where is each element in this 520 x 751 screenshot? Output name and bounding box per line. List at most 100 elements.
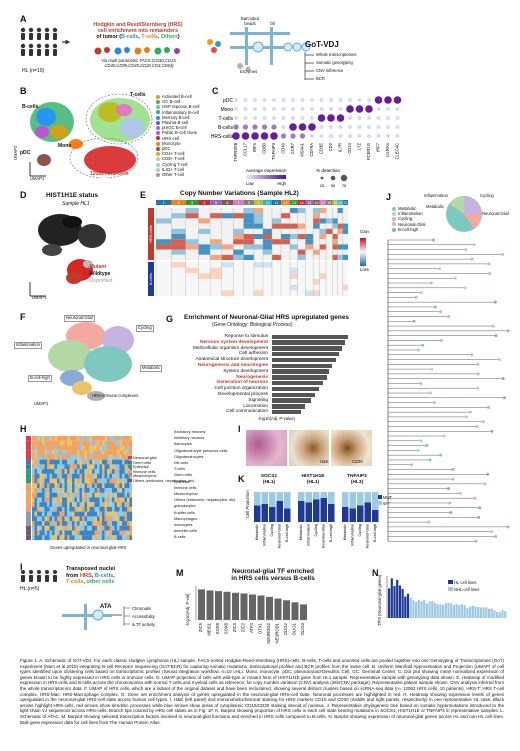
heatmap-cell [84, 488, 88, 493]
cell-line-bar [504, 611, 507, 618]
pie-label-metabolic: Metabolic [426, 204, 444, 209]
heatmap-cell [64, 488, 68, 493]
heatmap-cell [74, 440, 78, 446]
heatmap-cell [57, 506, 60, 512]
heatmap-cell [102, 483, 105, 489]
mut-bar [284, 508, 291, 522]
dotplot-dot [338, 134, 343, 138]
heatmap-cell [52, 450, 55, 456]
heatmap-cell [44, 502, 48, 508]
heatmap-cell [42, 459, 45, 465]
heatmap-cell [42, 445, 45, 451]
heatmap-cell [102, 516, 105, 522]
cnv-cell [332, 223, 338, 229]
cnv-cell [319, 239, 327, 245]
heatmap-cell [34, 469, 38, 474]
pct-detection-dot [320, 176, 324, 180]
heatmap-cell [97, 454, 100, 460]
cell-line-bar [439, 604, 442, 618]
go-term-row: Cell junction organization [172, 386, 372, 392]
cnv-cell [262, 284, 272, 291]
heatmap-cell [47, 436, 50, 441]
heatmap-cell [104, 488, 108, 493]
heatmap-row-label: Astrocytes [174, 442, 192, 447]
cnv-cell [313, 208, 320, 214]
cnv-cell [305, 284, 314, 291]
heatmap-cell [37, 469, 40, 474]
he-image [246, 430, 287, 466]
heatmap-cell [87, 459, 90, 465]
heatmap-legend: Neuronal-glial Germ cells Epithelial Immune… [128, 456, 194, 484]
heatmap-cell [74, 521, 78, 526]
cnv-cell [305, 218, 314, 224]
go-term-row: Neurogenesis [172, 375, 372, 381]
heatmap-cell [74, 497, 78, 503]
heatmap-cell [32, 473, 35, 479]
state-cycling: Cycling [136, 325, 154, 332]
go-term-bar [272, 392, 315, 398]
heatmap-cell [52, 530, 55, 536]
heatmap-cell [89, 440, 93, 446]
heatmap-cell [94, 454, 98, 460]
cnv-cell [313, 228, 320, 234]
chromosome-label: 8 [248, 201, 250, 205]
atac-title: Transposed nuclei from HRS, B-cells, T-c… [66, 566, 115, 586]
dotplot-dot [281, 125, 286, 129]
heatmap-cell [112, 440, 115, 446]
heatmap-cell [59, 521, 63, 526]
mut-bar [305, 502, 312, 522]
heatmap-cell [84, 478, 88, 484]
dotplot-dot [357, 125, 362, 129]
dotplot-dot [261, 124, 268, 130]
heatmap-cell [52, 492, 55, 498]
legend-label: Inflammatory B-cell [162, 109, 199, 115]
cnv-cell [337, 239, 343, 245]
heatmap-cell [32, 440, 35, 446]
heatmap-cell [122, 506, 125, 512]
dotplot-dot [348, 134, 352, 138]
heatmap-cell [47, 525, 50, 531]
chromosome-label: 16 [314, 201, 318, 205]
heatmap-cell [127, 488, 130, 493]
heatmap-cell [47, 530, 50, 536]
histology-images [246, 430, 373, 466]
heatmap-cell [102, 497, 105, 503]
heatmap-cell [37, 511, 40, 517]
legend-label: preGC B-cell [162, 125, 187, 131]
cnv-cell [262, 279, 272, 285]
cnv-cell [210, 254, 222, 260]
tree-tip [483, 482, 487, 486]
heatmap-cell [59, 478, 63, 484]
heatmap-cell [94, 436, 98, 441]
cnv-cell [305, 279, 314, 285]
cnv-cell [326, 254, 333, 260]
legend-swatch [156, 94, 160, 99]
heatmap-cell [87, 530, 90, 536]
heatmap-cell [64, 535, 68, 541]
heatmap-cell [49, 454, 53, 460]
heatmap-cell [89, 502, 93, 508]
heatmap-cell [52, 454, 55, 460]
heatmap-cell [77, 516, 80, 522]
heatmap-group-bar [26, 483, 31, 488]
heatmap-cell [102, 478, 105, 484]
heatmap-group-bar [26, 502, 31, 507]
heatmap-cell [97, 502, 100, 508]
heatmap-cell [59, 502, 63, 508]
heatmap-cell [77, 488, 80, 493]
heatmap-cell [74, 488, 78, 493]
state-inflammation: Inflammation [14, 342, 42, 349]
cnv-cell [337, 228, 343, 234]
heatmap-cell [89, 483, 93, 489]
heatmap-cell [82, 525, 85, 531]
cnv-cell [280, 249, 291, 255]
cnv-cell [253, 208, 263, 214]
dotplot-dot [357, 134, 362, 138]
dotplot-dot [251, 132, 259, 140]
heatmap-cell [92, 436, 95, 441]
heatmap-cell [117, 511, 120, 517]
dotplot-dot [374, 96, 383, 104]
mutation-cat-label: Metabolic [255, 524, 259, 540]
cnv-cell [326, 279, 333, 285]
legend-mut-label: MUT [383, 495, 393, 500]
